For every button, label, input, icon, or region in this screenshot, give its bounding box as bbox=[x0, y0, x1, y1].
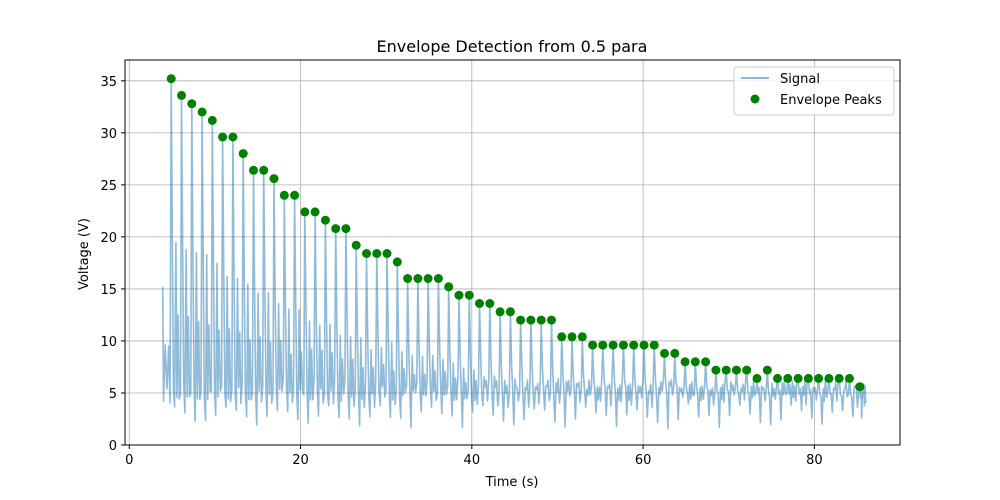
y-tick-label: 30 bbox=[100, 127, 117, 142]
envelope-peak-point bbox=[762, 365, 772, 375]
signal-line bbox=[161, 77, 867, 430]
x-axis-label: Time (s) bbox=[485, 475, 539, 490]
y-axis-ticks: 0 5 10 15 20 25 30 35 bbox=[100, 75, 125, 454]
envelope-peak-point bbox=[536, 315, 546, 325]
envelope-peak-point bbox=[207, 115, 217, 125]
envelope-peak-point bbox=[731, 365, 741, 375]
x-tick-label: 20 bbox=[292, 453, 309, 468]
envelope-peak-point bbox=[547, 315, 556, 325]
envelope-peak-point bbox=[259, 165, 269, 175]
envelope-peak-point bbox=[392, 257, 402, 267]
y-tick-label: 10 bbox=[100, 335, 117, 350]
envelope-peak-point bbox=[320, 215, 330, 225]
x-tick-label: 60 bbox=[635, 453, 652, 468]
envelope-peak-point bbox=[290, 190, 300, 200]
envelope-peak-point bbox=[423, 274, 433, 283]
envelope-peak-point bbox=[557, 332, 567, 342]
envelope-peak-point bbox=[485, 299, 495, 308]
envelope-peak-point bbox=[526, 315, 536, 325]
envelope-peak-point bbox=[228, 132, 238, 142]
envelope-peak-point bbox=[516, 315, 526, 325]
x-tick-label: 80 bbox=[806, 453, 823, 468]
envelope-peak-point bbox=[475, 299, 484, 308]
envelope-peak-point bbox=[814, 373, 824, 383]
envelope-peak-point bbox=[618, 340, 628, 350]
envelope-peak-point bbox=[660, 348, 669, 358]
envelope-peak-point bbox=[218, 132, 228, 142]
envelope-peak-point bbox=[567, 332, 577, 342]
envelope-peak-point bbox=[855, 382, 865, 392]
envelope-peak-point bbox=[783, 373, 793, 383]
envelope-peak-point bbox=[680, 357, 690, 367]
envelope-peak-point bbox=[197, 107, 207, 117]
envelope-peak-point bbox=[249, 165, 258, 175]
envelope-peak-point bbox=[721, 365, 731, 375]
envelope-peak-point bbox=[773, 373, 782, 383]
envelope-peak-point bbox=[495, 307, 505, 317]
envelope-peak-point bbox=[464, 290, 474, 300]
y-tick-label: 25 bbox=[100, 179, 117, 194]
envelope-peak-point bbox=[670, 348, 680, 358]
y-tick-label: 15 bbox=[100, 283, 117, 298]
envelope-peak-point bbox=[279, 190, 289, 200]
envelope-peak-point bbox=[649, 340, 659, 350]
envelope-peak-point bbox=[577, 332, 587, 342]
signal-series bbox=[161, 77, 867, 430]
envelope-peak-point bbox=[742, 365, 752, 375]
plot-frame bbox=[124, 59, 901, 446]
envelope-peak-point bbox=[444, 282, 454, 292]
envelope-peak-point bbox=[752, 373, 762, 383]
envelope-peak-point bbox=[608, 340, 618, 350]
envelope-peak-point bbox=[690, 357, 700, 367]
envelope-peak-point bbox=[177, 90, 186, 100]
legend-box bbox=[733, 66, 895, 116]
x-tick-label: 0 bbox=[125, 453, 133, 468]
envelope-peak-point bbox=[505, 307, 515, 317]
x-axis-ticks: 0 20 40 60 80 bbox=[125, 445, 823, 468]
y-tick-label: 20 bbox=[100, 231, 117, 246]
envelope-peak-point bbox=[166, 74, 176, 84]
x-tick-label: 40 bbox=[464, 453, 481, 468]
chart-title: Envelope Detection from 0.5 para bbox=[377, 37, 648, 56]
y-axis-label: Voltage (V) bbox=[77, 218, 92, 290]
envelope-peak-point bbox=[372, 249, 382, 258]
legend: Signal Envelope Peaks bbox=[733, 66, 895, 116]
envelope-peak-point bbox=[413, 274, 423, 283]
y-tick-label: 35 bbox=[100, 75, 117, 90]
envelope-peak-point bbox=[331, 224, 341, 234]
envelope-peak-point bbox=[834, 373, 844, 383]
envelope-peak-point bbox=[598, 340, 608, 350]
envelope-peak-point bbox=[238, 149, 248, 159]
legend-peaks-label: Envelope Peaks bbox=[780, 93, 882, 108]
legend-signal-label: Signal bbox=[780, 72, 820, 87]
envelope-peak-point bbox=[362, 249, 371, 258]
envelope-peak-point bbox=[382, 249, 392, 258]
envelope-peak-point bbox=[300, 207, 310, 217]
envelope-peak-point bbox=[711, 365, 721, 375]
envelope-peak-point bbox=[310, 207, 320, 217]
envelope-peak-point bbox=[845, 373, 854, 383]
y-tick-label: 5 bbox=[109, 387, 117, 402]
y-tick-label: 0 bbox=[109, 439, 117, 454]
envelope-peaks-series bbox=[166, 74, 865, 392]
envelope-peak-point bbox=[187, 99, 197, 109]
envelope-peak-point bbox=[701, 357, 711, 367]
envelope-peak-point bbox=[433, 274, 443, 283]
envelope-peak-point bbox=[639, 340, 649, 350]
envelope-peak-point bbox=[588, 340, 598, 350]
envelope-peak-point bbox=[793, 373, 803, 383]
envelope-peak-point bbox=[803, 373, 813, 383]
envelope-peak-point bbox=[629, 340, 639, 350]
envelope-peak-point bbox=[341, 224, 351, 234]
legend-peaks-swatch bbox=[750, 94, 760, 104]
envelope-peak-point bbox=[403, 274, 413, 283]
envelope-peak-point bbox=[351, 240, 361, 250]
envelope-peak-point bbox=[269, 174, 279, 184]
envelope-peak-point bbox=[454, 290, 464, 300]
envelope-peak-point bbox=[824, 373, 834, 383]
